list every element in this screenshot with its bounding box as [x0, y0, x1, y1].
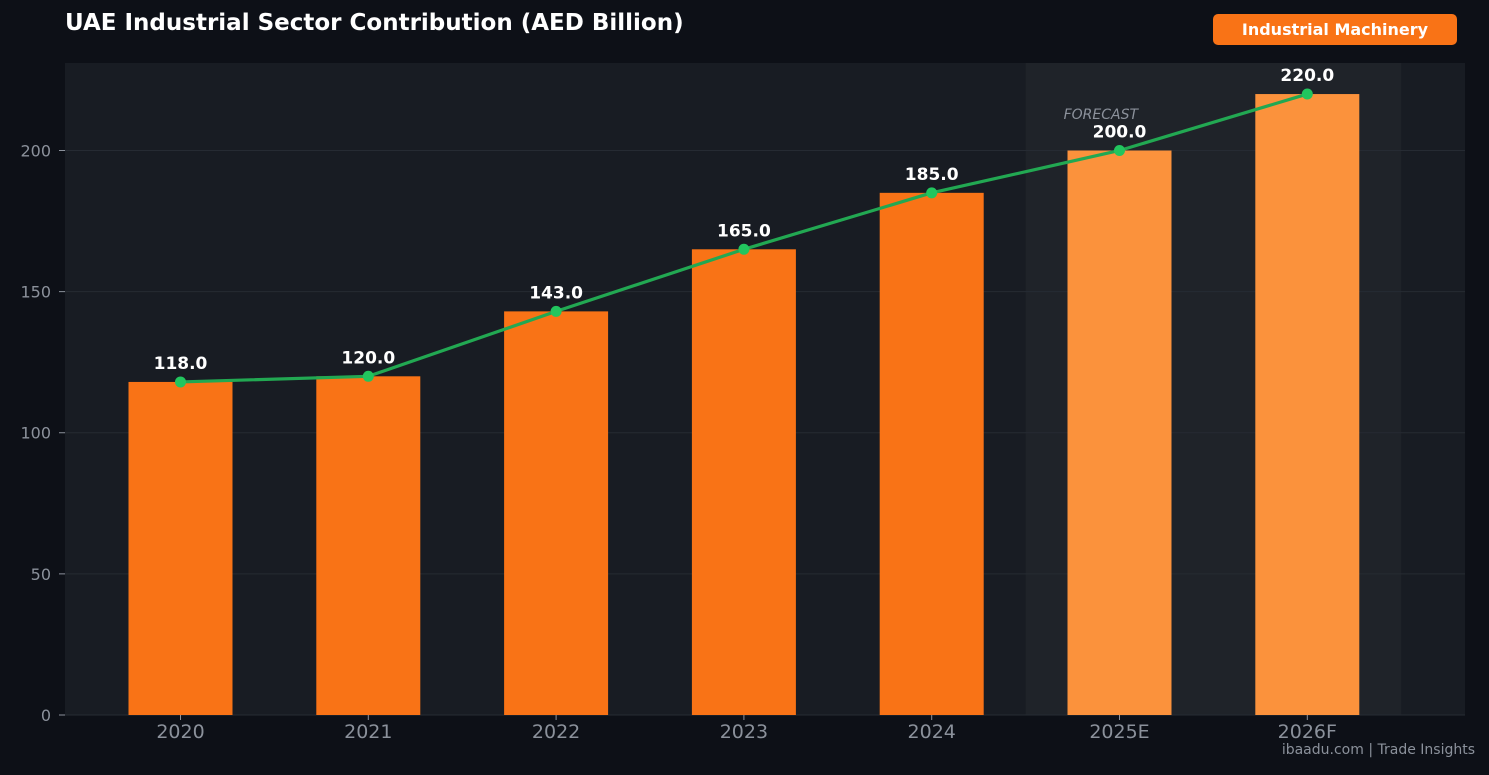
source-watermark: ibaadu.com | Trade Insights [1281, 742, 1475, 758]
trend-point [926, 187, 938, 199]
x-tick-label: 2021 [344, 721, 392, 743]
bar [128, 381, 233, 715]
data-labels: 118.0 120.0 143.0 165.0 185.0 200.0 220.0 [154, 66, 1335, 374]
y-tick-label: 100 [20, 424, 51, 443]
x-tick-label: 2025E [1089, 721, 1149, 743]
trend-point [550, 305, 562, 317]
data-label: 220.0 [1280, 66, 1334, 86]
y-tick-label: 50 [31, 565, 51, 584]
data-label: 118.0 [154, 354, 208, 374]
y-axis: 0 50 100 150 200 [20, 141, 65, 725]
bar [316, 376, 421, 715]
data-label: 165.0 [717, 221, 771, 241]
x-tick-label: 2023 [720, 721, 768, 743]
data-label: 143.0 [529, 283, 583, 303]
trend-point [738, 243, 750, 255]
x-tick-label: 2024 [908, 721, 956, 743]
data-label: 185.0 [905, 165, 959, 185]
bar [504, 311, 609, 715]
forecast-label: FORECAST [1064, 107, 1140, 123]
y-tick-label: 0 [41, 706, 51, 725]
bar [691, 249, 796, 716]
trend-point [175, 376, 186, 388]
category-badge: Industrial Machinery [1213, 14, 1457, 45]
x-tick-label: 2020 [156, 721, 204, 743]
y-tick-label: 200 [20, 141, 51, 160]
y-tick-label: 150 [20, 283, 51, 302]
chart-title: UAE Industrial Sector Contribution (AED … [65, 10, 684, 36]
trend-point [1301, 88, 1313, 100]
trend-point [1114, 144, 1125, 156]
data-label: 120.0 [341, 348, 395, 368]
trend-point [362, 370, 374, 382]
bar [1255, 94, 1360, 716]
x-axis: 2020 2021 2022 2023 2024 2025E 2026F [156, 715, 1337, 743]
bar [879, 192, 984, 715]
x-tick-label: 2026F [1278, 721, 1337, 743]
bars [128, 94, 1360, 716]
trend-line [175, 88, 1313, 388]
x-tick-label: 2022 [532, 721, 580, 743]
data-label: 200.0 [1093, 122, 1147, 142]
bar [1067, 150, 1172, 716]
